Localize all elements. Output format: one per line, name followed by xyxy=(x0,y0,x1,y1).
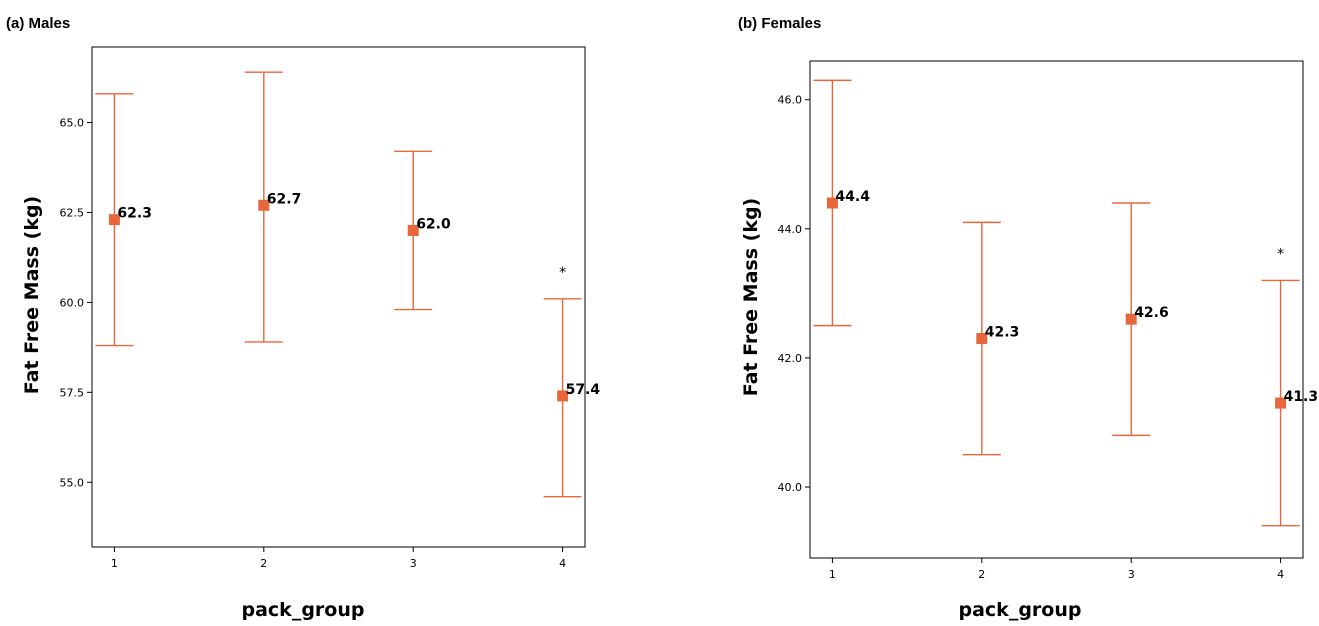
males-panel: (a) Males pack_group Fat Free Mass (kg) … xyxy=(6,15,600,621)
females-mean-label-2: 42.3 xyxy=(985,325,1020,341)
males-y-tick-label: 55.0 xyxy=(60,476,85,489)
males-y-tick-label: 62.5 xyxy=(60,206,85,219)
females-y-tick-label: 44.0 xyxy=(778,223,803,236)
males-mean-marker-3 xyxy=(407,224,419,236)
males-mean-marker-4 xyxy=(557,390,569,402)
males-mean-label-1: 62.3 xyxy=(117,206,152,222)
males-y-axis-label: Fat Free Mass (kg) xyxy=(21,196,43,394)
females-y-tick-label: 46.0 xyxy=(778,94,803,107)
males-mean-label-3: 62.0 xyxy=(416,216,451,232)
females-mean-marker-4 xyxy=(1275,397,1287,409)
females-panel: (b) Females pack_group Fat Free Mass (kg… xyxy=(738,15,1318,621)
males-x-tick-label: 3 xyxy=(410,557,417,570)
females-mean-marker-1 xyxy=(826,197,838,209)
males-plot-frame xyxy=(91,46,586,548)
males-y-tick-label: 65.0 xyxy=(60,117,85,130)
males-panel-title: (a) Males xyxy=(6,15,70,32)
females-mean-marker-2 xyxy=(976,333,988,345)
males-y-tick-label: 57.5 xyxy=(60,386,85,399)
males-x-tick-label: 1 xyxy=(111,557,118,570)
males-mean-marker-1 xyxy=(108,214,120,226)
males-y-tick-label: 60.0 xyxy=(60,296,85,309)
males-mean-marker-2 xyxy=(258,199,270,211)
males-mean-label-4: 57.4 xyxy=(566,382,601,398)
females-y-tick-label: 40.0 xyxy=(778,481,803,494)
males-x-tick-label: 4 xyxy=(559,557,566,570)
males-x-axis-label: pack_group xyxy=(242,599,365,621)
females-y-axis-label: Fat Free Mass (kg) xyxy=(740,198,762,396)
males-mean-label-2: 62.7 xyxy=(267,191,302,207)
females-x-axis-label: pack_group xyxy=(959,599,1082,621)
females-y-tick-label: 42.0 xyxy=(778,352,803,365)
females-x-tick-label: 4 xyxy=(1277,568,1284,581)
males-significance-marker-4: * xyxy=(559,265,566,281)
females-mean-label-3: 42.6 xyxy=(1134,305,1169,321)
females-mean-marker-3 xyxy=(1125,313,1137,325)
females-x-tick-label: 2 xyxy=(978,568,985,581)
females-x-tick-label: 3 xyxy=(1128,568,1135,581)
females-panel-title: (b) Females xyxy=(738,15,821,32)
females-mean-label-4: 41.3 xyxy=(1284,389,1319,405)
females-plot-frame xyxy=(809,60,1304,559)
females-mean-label-1: 44.4 xyxy=(835,189,870,205)
females-x-tick-label: 1 xyxy=(829,568,836,581)
males-x-tick-label: 2 xyxy=(260,557,267,570)
females-significance-marker-4: * xyxy=(1277,246,1284,262)
